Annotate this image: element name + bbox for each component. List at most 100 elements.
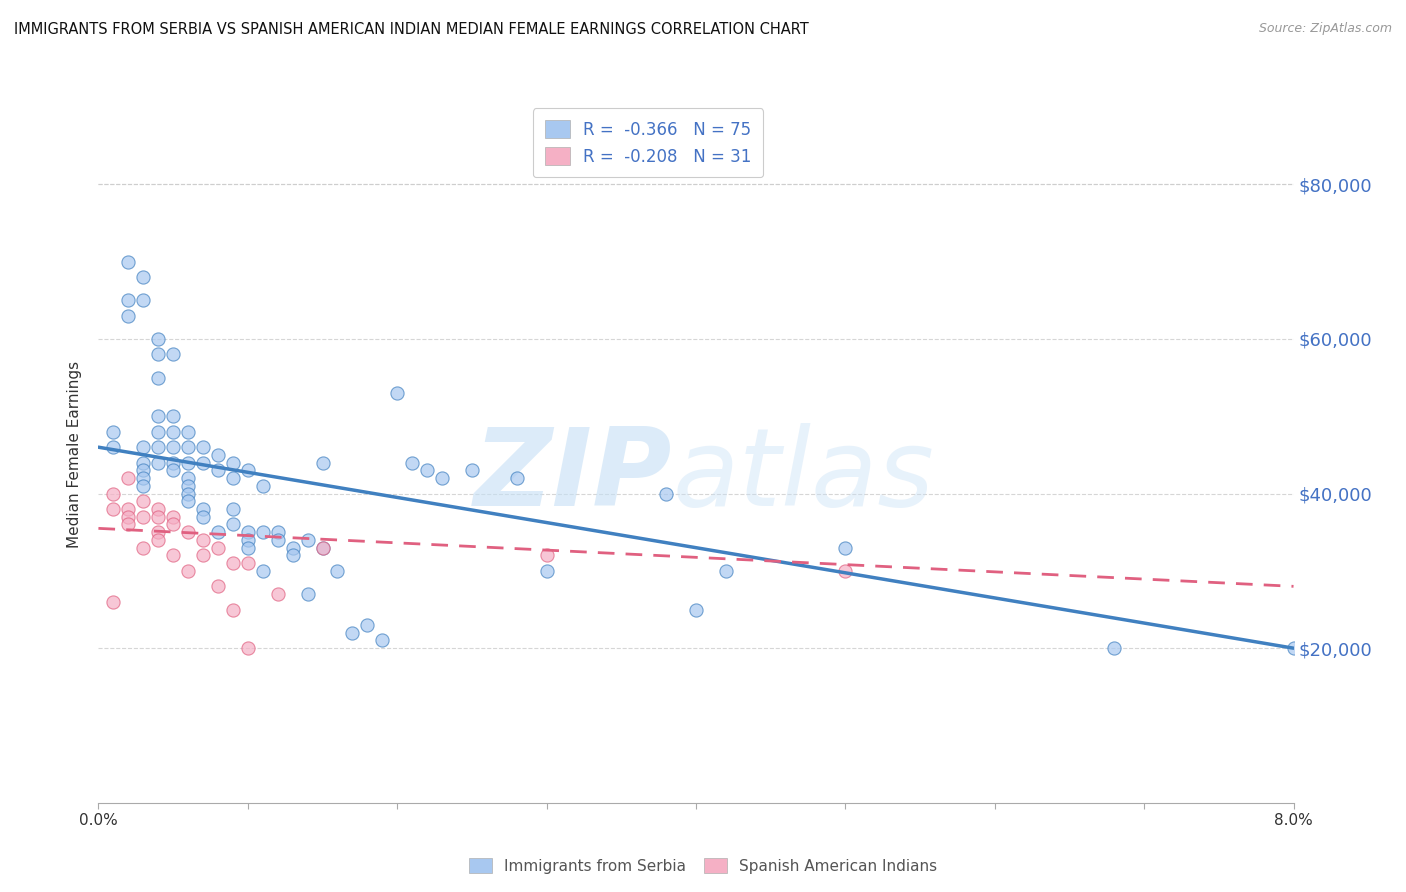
Point: [132, 541, 155, 555]
Point: [311, 541, 333, 555]
Point: [132, 270, 155, 285]
Point: [148, 525, 170, 540]
Point: [162, 517, 184, 532]
Text: Source: ZipAtlas.com: Source: ZipAtlas.com: [1258, 22, 1392, 36]
Point: [536, 549, 558, 563]
Point: [207, 525, 229, 540]
Point: [148, 509, 170, 524]
Point: [117, 471, 139, 485]
Point: [162, 463, 184, 477]
Point: [162, 456, 184, 470]
Point: [177, 425, 200, 439]
Point: [252, 564, 274, 578]
Legend: Immigrants from Serbia, Spanish American Indians: Immigrants from Serbia, Spanish American…: [463, 852, 943, 880]
Point: [177, 564, 200, 578]
Point: [1282, 641, 1305, 656]
Point: [267, 533, 290, 547]
Point: [311, 541, 333, 555]
Point: [132, 463, 155, 477]
Point: [132, 471, 155, 485]
Point: [162, 440, 184, 454]
Point: [117, 309, 139, 323]
Point: [191, 549, 214, 563]
Legend: R =  -0.366   N = 75, R =  -0.208   N = 31: R = -0.366 N = 75, R = -0.208 N = 31: [533, 109, 763, 178]
Point: [148, 533, 170, 547]
Point: [148, 370, 170, 384]
Point: [297, 533, 319, 547]
Point: [117, 293, 139, 308]
Point: [191, 440, 214, 454]
Point: [177, 494, 200, 508]
Point: [148, 347, 170, 361]
Point: [162, 347, 184, 361]
Point: [236, 463, 259, 477]
Point: [177, 486, 200, 500]
Point: [267, 587, 290, 601]
Point: [191, 456, 214, 470]
Point: [148, 332, 170, 346]
Point: [461, 463, 484, 477]
Text: ZIP: ZIP: [474, 423, 672, 529]
Point: [222, 556, 245, 570]
Point: [430, 471, 453, 485]
Point: [177, 456, 200, 470]
Point: [162, 509, 184, 524]
Point: [132, 509, 155, 524]
Point: [236, 641, 259, 656]
Point: [162, 409, 184, 424]
Point: [117, 254, 139, 268]
Point: [311, 456, 333, 470]
Text: IMMIGRANTS FROM SERBIA VS SPANISH AMERICAN INDIAN MEDIAN FEMALE EARNINGS CORRELA: IMMIGRANTS FROM SERBIA VS SPANISH AMERIC…: [14, 22, 808, 37]
Y-axis label: Median Female Earnings: Median Female Earnings: [67, 361, 83, 549]
Point: [132, 440, 155, 454]
Point: [207, 579, 229, 593]
Point: [207, 463, 229, 477]
Point: [103, 595, 125, 609]
Point: [103, 425, 125, 439]
Point: [834, 564, 856, 578]
Point: [103, 440, 125, 454]
Point: [714, 564, 737, 578]
Point: [401, 456, 423, 470]
Point: [1102, 641, 1125, 656]
Point: [536, 564, 558, 578]
Point: [222, 502, 245, 516]
Point: [252, 479, 274, 493]
Point: [236, 541, 259, 555]
Point: [117, 502, 139, 516]
Point: [655, 486, 678, 500]
Text: atlas: atlas: [672, 424, 934, 528]
Point: [281, 541, 304, 555]
Point: [148, 425, 170, 439]
Point: [356, 618, 378, 632]
Point: [117, 509, 139, 524]
Point: [342, 625, 364, 640]
Point: [385, 386, 409, 401]
Point: [236, 556, 259, 570]
Point: [281, 549, 304, 563]
Point: [148, 409, 170, 424]
Point: [103, 486, 125, 500]
Point: [177, 471, 200, 485]
Point: [177, 479, 200, 493]
Point: [132, 494, 155, 508]
Point: [222, 517, 245, 532]
Point: [267, 525, 290, 540]
Point: [222, 602, 245, 616]
Point: [416, 463, 439, 477]
Point: [148, 456, 170, 470]
Point: [148, 502, 170, 516]
Point: [371, 633, 394, 648]
Point: [236, 533, 259, 547]
Point: [148, 440, 170, 454]
Point: [506, 471, 529, 485]
Point: [117, 517, 139, 532]
Point: [162, 549, 184, 563]
Point: [162, 425, 184, 439]
Point: [207, 448, 229, 462]
Point: [132, 456, 155, 470]
Point: [834, 541, 856, 555]
Point: [177, 525, 200, 540]
Point: [297, 587, 319, 601]
Point: [177, 440, 200, 454]
